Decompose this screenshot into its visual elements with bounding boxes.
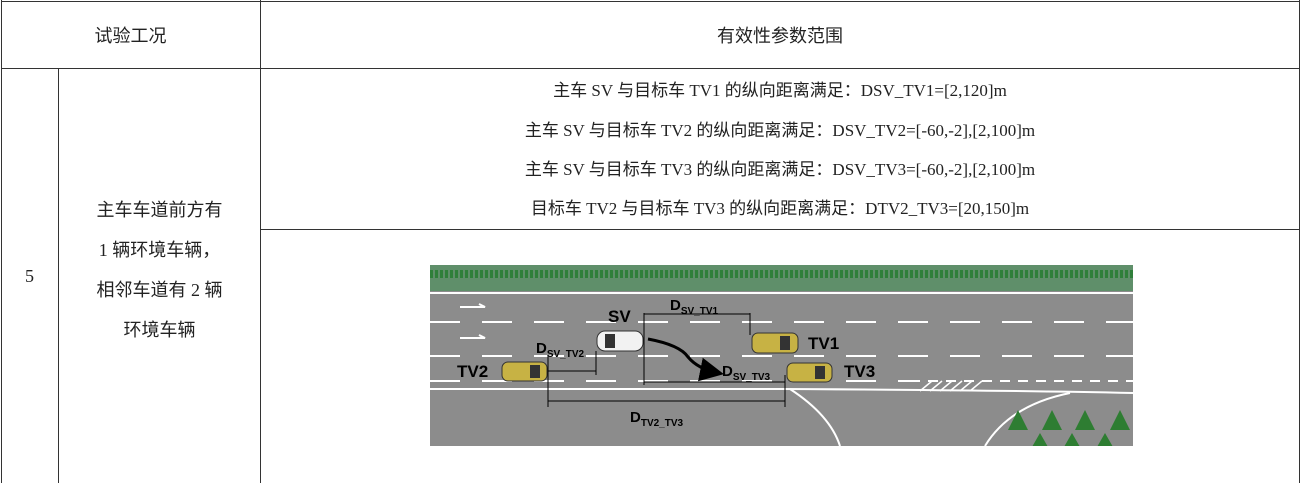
parameter: 主车 SV 与目标车 TV3 的纵向距离满足：DSV_TV3=[-60,-2],… <box>524 160 1036 179</box>
border <box>1 0 2 483</box>
distance-sub: TV2_TV3 <box>641 418 684 429</box>
car <box>751 332 799 354</box>
distance-label: DSV_TV1 <box>670 297 719 317</box>
distance-base: D <box>630 409 641 426</box>
border <box>1 68 1300 69</box>
distance-base: D <box>536 340 547 357</box>
vehicle-label: TV2 <box>457 362 488 381</box>
distance-base: D <box>722 363 733 380</box>
condition-line: 环境车辆 <box>123 320 196 340</box>
distance-label: DTV2_TV3 <box>630 409 684 429</box>
distance-base: D <box>670 297 681 314</box>
parameter: 主车 SV 与目标车 TV2 的纵向距离满足：DSV_TV2=[-60,-2],… <box>524 121 1036 140</box>
scenario-diagram: SV TV1 TV2 TV3 DSV_TV1 DSV_TV2 DSV_TV3 D… <box>430 265 1133 446</box>
parameter: 目标车 TV2 与目标车 TV3 的纵向距离满足：DTV2_TV3=[20,15… <box>530 199 1030 218</box>
header-cell: 试验工况 <box>94 25 167 46</box>
border <box>260 0 261 483</box>
vehicle-label: TV3 <box>844 362 875 381</box>
border <box>58 68 59 483</box>
distance-label: DSV_TV2 <box>536 340 585 360</box>
distance-label: DSV_TV3 <box>722 363 771 383</box>
condition-line: 1 辆环境车辆， <box>98 240 221 260</box>
border <box>260 229 1300 230</box>
condition-line: 相邻车道有 2 辆 <box>96 280 223 300</box>
condition-line: 主车车道前方有 <box>96 200 223 220</box>
car <box>786 362 833 383</box>
condition: 主车车道前方有 1 辆环境车辆， 相邻车道有 2 辆 环境车辆 <box>59 190 260 350</box>
distance-sub: SV_TV2 <box>547 349 585 360</box>
row-id: 5 <box>25 265 34 286</box>
distance-sub: SV_TV3 <box>733 372 771 383</box>
car <box>501 361 548 382</box>
parameter: 主车 SV 与目标车 TV1 的纵向距离满足：DSV_TV1=[2,120]m <box>553 81 1007 100</box>
distance-sub: SV_TV1 <box>681 306 719 317</box>
vehicle-label: SV <box>608 307 631 326</box>
header-cell: 有效性参数范围 <box>717 25 843 46</box>
border <box>1299 0 1300 483</box>
car <box>596 330 644 352</box>
border <box>1 1 1300 2</box>
vehicle-label: TV1 <box>808 334 839 353</box>
